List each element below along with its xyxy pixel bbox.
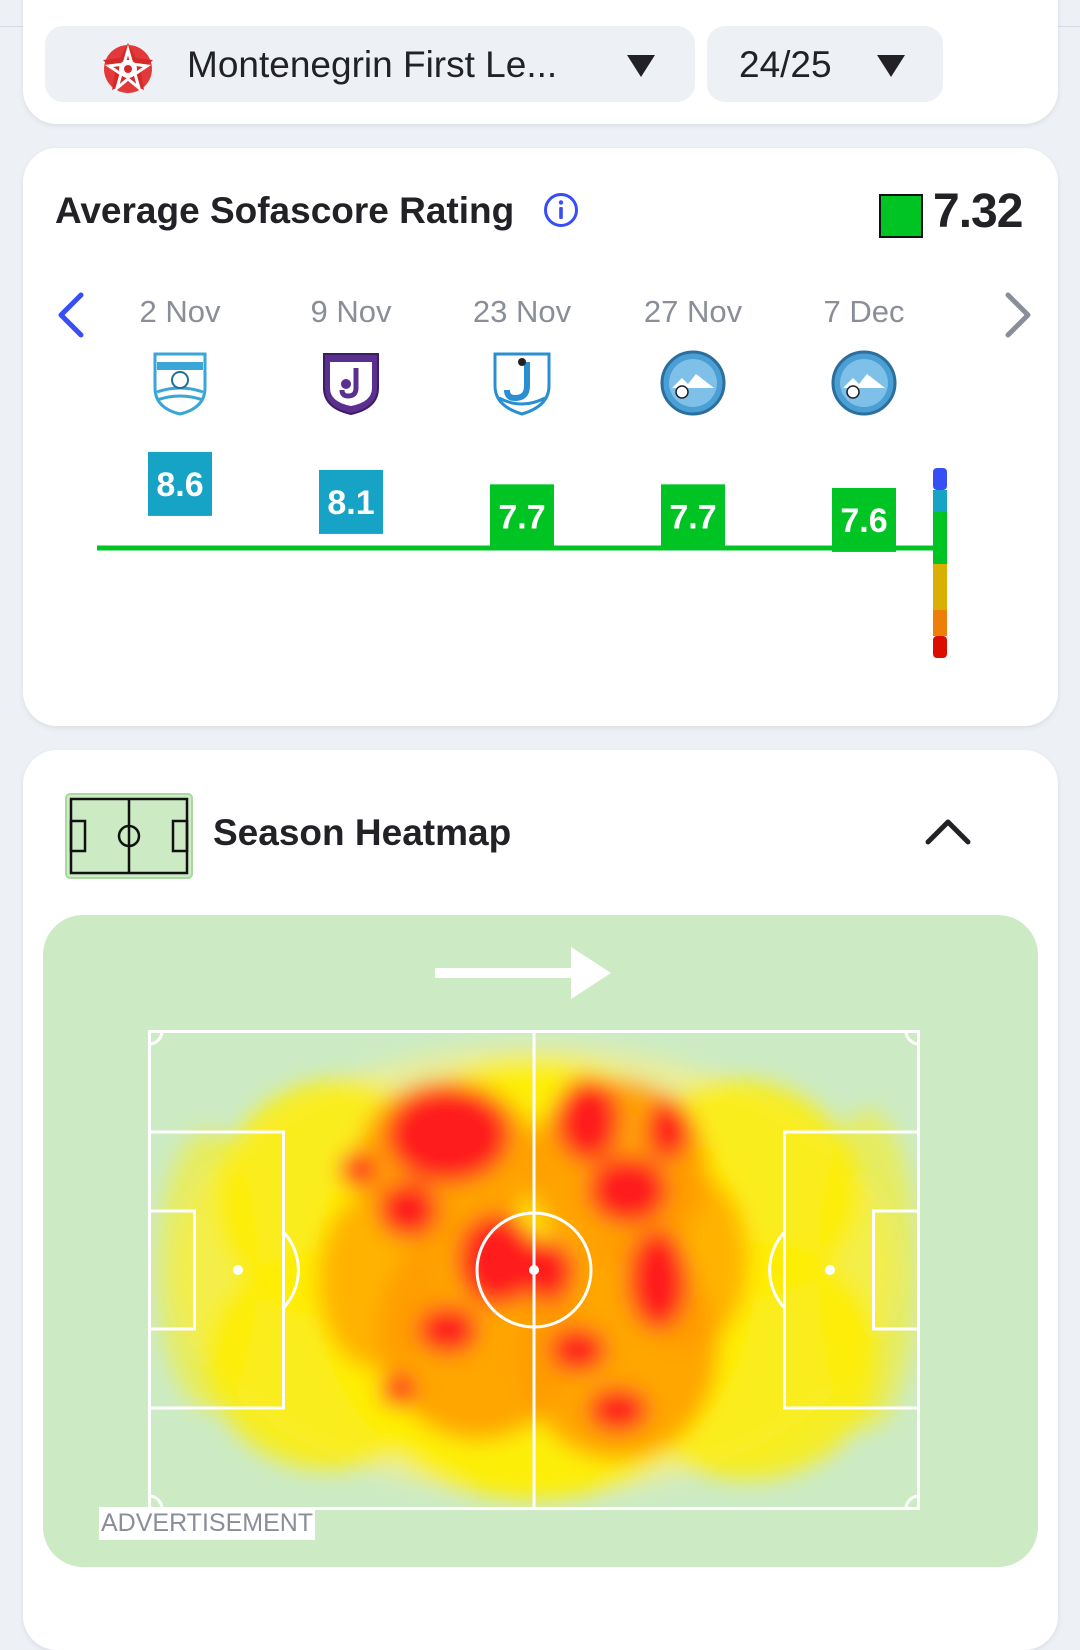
season-dropdown[interactable]: 24/25 [707, 26, 943, 102]
info-icon[interactable] [543, 192, 579, 228]
chevron-down-icon [877, 55, 905, 77]
rating-title: Average Sofascore Rating [55, 190, 515, 231]
match-date: 9 Nov [310, 294, 392, 329]
pitch-lines [148, 1030, 920, 1510]
rating-scale-segment [933, 512, 947, 564]
fk-bokelj-crest-icon[interactable] [829, 348, 899, 418]
heatmap-pitch [148, 1030, 920, 1510]
heatmap-title: Season Heatmap [213, 812, 512, 853]
match-rating-label: 8.6 [156, 466, 203, 504]
chevron-up-icon[interactable] [923, 814, 973, 848]
rating-chart: 8.6 8.1 7.7 7.7 7.6 [97, 451, 947, 658]
rating-scale-bar [933, 468, 947, 658]
average-rating-color-badge [879, 194, 923, 238]
rating-scale-segment [933, 564, 947, 610]
heatmap-panel: ADVERTISEMENT [43, 915, 1038, 1567]
match-date: 23 Nov [472, 294, 572, 329]
match-rating-label: 8.1 [327, 484, 374, 522]
match-rating-label: 7.6 [840, 502, 887, 540]
match-date: 27 Nov [643, 294, 743, 329]
rating-card: Average Sofascore Rating 7.32 2 Nov 9 No… [23, 148, 1058, 726]
attack-direction-arrow-icon [435, 947, 611, 999]
season-dropdown-label: 24/25 [739, 44, 832, 85]
average-rating-value: 7.32 [933, 185, 1023, 238]
filter-card: Montenegrin First Le... 24/25 [23, 0, 1058, 124]
league-dropdown-label: Montenegrin First Le... [187, 44, 558, 85]
match-rating-bar[interactable] [832, 487, 896, 552]
heatmap-card: Season Heatmap [23, 750, 1058, 1650]
rating-scale-segment [933, 610, 947, 636]
fk-jezero-crest-icon[interactable] [316, 348, 386, 418]
match-rating-bar[interactable] [490, 484, 554, 549]
league-logo-icon [103, 43, 153, 93]
next-matches-arrow-icon[interactable] [998, 290, 1038, 340]
match-date: 2 Nov [139, 294, 221, 329]
fk-jedinstvo-crest-icon[interactable] [487, 348, 557, 418]
match-rating-label: 7.7 [669, 498, 716, 536]
rating-scale-segment [933, 468, 947, 490]
match-rating-bar[interactable] [148, 451, 212, 516]
advertisement-label: ADVERTISEMENT [99, 1507, 316, 1540]
fk-kom-crest-icon[interactable] [145, 348, 215, 418]
fk-bokelj-crest-icon[interactable] [658, 348, 728, 418]
pitch-icon [65, 793, 193, 879]
match-rating-bars: 8.6 8.1 7.7 7.7 7.6 [148, 451, 896, 552]
rating-scale-segment [933, 490, 947, 512]
match-rating-label: 7.7 [498, 498, 545, 536]
rating-scale-segment [933, 636, 947, 658]
match-rating-bar[interactable] [661, 484, 725, 549]
previous-matches-arrow-icon[interactable] [51, 290, 91, 340]
chevron-down-icon [627, 55, 655, 77]
league-dropdown[interactable]: Montenegrin First Le... [45, 26, 695, 102]
match-date: 7 Dec [823, 294, 905, 329]
match-rating-bar[interactable] [319, 469, 383, 534]
